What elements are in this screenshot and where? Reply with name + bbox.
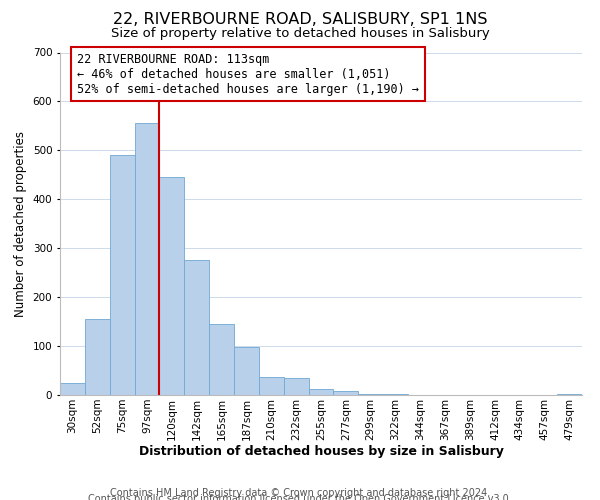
- Bar: [383, 394, 408, 395]
- Bar: [110, 155, 134, 395]
- Text: Size of property relative to detached houses in Salisbury: Size of property relative to detached ho…: [110, 28, 490, 40]
- Bar: [334, 391, 358, 395]
- Bar: [184, 260, 209, 395]
- Bar: [85, 319, 110, 395]
- Text: 22 RIVERBOURNE ROAD: 113sqm
← 46% of detached houses are smaller (1,051)
52% of : 22 RIVERBOURNE ROAD: 113sqm ← 46% of det…: [77, 52, 419, 96]
- Bar: [284, 378, 308, 395]
- Text: Contains public sector information licensed under the Open Government Licence v3: Contains public sector information licen…: [88, 494, 512, 500]
- X-axis label: Distribution of detached houses by size in Salisbury: Distribution of detached houses by size …: [139, 446, 503, 458]
- Bar: [259, 377, 284, 395]
- Text: 22, RIVERBOURNE ROAD, SALISBURY, SP1 1NS: 22, RIVERBOURNE ROAD, SALISBURY, SP1 1NS: [113, 12, 487, 28]
- Bar: [60, 383, 85, 395]
- Bar: [160, 178, 184, 395]
- Y-axis label: Number of detached properties: Number of detached properties: [14, 130, 27, 317]
- Bar: [134, 124, 160, 395]
- Text: Contains HM Land Registry data © Crown copyright and database right 2024.: Contains HM Land Registry data © Crown c…: [110, 488, 490, 498]
- Bar: [557, 394, 582, 395]
- Bar: [209, 324, 234, 395]
- Bar: [234, 347, 259, 395]
- Bar: [308, 388, 334, 395]
- Bar: [358, 394, 383, 395]
